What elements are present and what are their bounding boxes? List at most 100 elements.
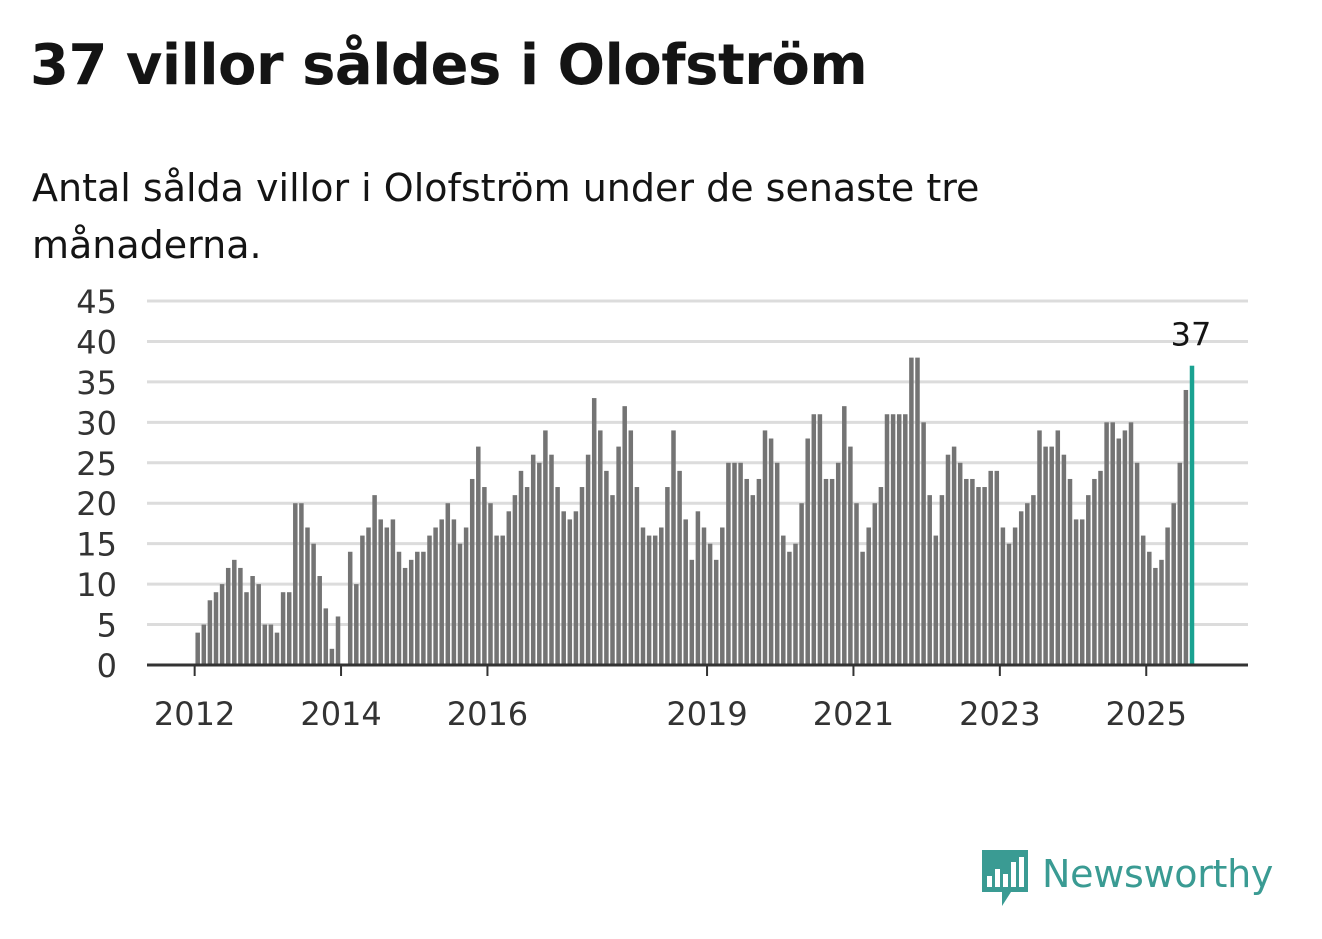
bar: [207, 600, 213, 665]
bar: [1098, 470, 1103, 665]
bar: [768, 438, 774, 665]
bar: [842, 406, 847, 665]
bar: [1159, 559, 1164, 665]
y-tick-label: 15: [76, 526, 117, 564]
x-axis: [147, 663, 1248, 676]
bar: [293, 503, 298, 665]
bar: [774, 462, 780, 665]
bar: [1025, 503, 1030, 665]
bar: [244, 592, 249, 665]
bar: [1067, 478, 1073, 665]
bar: [1061, 454, 1067, 665]
x-axis-tick-labels: 2012 2014 2016 2019 2021 2023 2025: [154, 695, 1187, 733]
bar: [713, 559, 719, 665]
bar: [457, 543, 463, 665]
bar: [945, 454, 951, 665]
bar-highlight: [1189, 365, 1195, 665]
bar: [1122, 430, 1128, 665]
bar: [659, 527, 664, 665]
bars: [195, 357, 1195, 665]
bar: [652, 535, 658, 665]
bar: [360, 535, 365, 665]
bar: [518, 470, 524, 665]
bar: [939, 495, 945, 665]
bar: [402, 567, 408, 665]
bar: [951, 446, 957, 665]
bar: [970, 478, 975, 665]
bar: [1037, 430, 1042, 665]
bar: [610, 495, 615, 665]
bar: [1049, 446, 1054, 665]
bar: [787, 551, 792, 665]
bar: [921, 422, 926, 665]
bar: [793, 543, 798, 665]
bar: [415, 551, 420, 665]
bar: [835, 462, 841, 665]
x-tick-label: 2019: [666, 695, 747, 733]
bar: [671, 430, 676, 665]
bar: [195, 632, 200, 665]
bar: [1177, 462, 1183, 665]
bar: [689, 559, 695, 665]
bar: [1073, 519, 1079, 665]
bar: [982, 487, 987, 665]
bar: [744, 478, 749, 665]
bar: [567, 519, 573, 665]
bar: [927, 495, 932, 665]
bar: [396, 551, 402, 665]
bar: [1165, 527, 1170, 665]
bar: [262, 624, 268, 665]
bar: [311, 543, 316, 665]
bar: [585, 454, 591, 665]
bar: [732, 462, 737, 665]
bar: [549, 454, 554, 665]
chart-title: 37 villor såldes i Olofström: [30, 33, 868, 98]
bar: [1134, 462, 1140, 665]
bar: [573, 511, 579, 665]
bar: [476, 446, 481, 665]
gridlines: [147, 299, 1248, 627]
bar: [537, 462, 542, 665]
bar: [335, 616, 341, 665]
y-tick-label: 35: [76, 364, 117, 402]
bar: [695, 511, 701, 665]
bar: [622, 406, 627, 665]
bar: [646, 535, 652, 665]
bar: [896, 414, 902, 665]
bar: [665, 487, 670, 665]
bar: [829, 478, 835, 665]
bar: [976, 487, 981, 665]
bar: [1000, 527, 1006, 665]
bar: [372, 495, 377, 665]
bar: [579, 487, 585, 665]
bar: [756, 478, 762, 665]
bar: [232, 559, 237, 665]
bar: [640, 527, 646, 665]
bar: [799, 503, 804, 665]
bar: [860, 551, 865, 665]
bar: [463, 527, 469, 665]
bar: [317, 576, 322, 665]
bar: [543, 430, 548, 665]
bar: [1043, 446, 1048, 665]
bar: [274, 632, 280, 665]
bar: [299, 503, 304, 665]
bar: [1116, 438, 1122, 665]
bar: [994, 470, 1000, 665]
bar: [1171, 503, 1176, 665]
bar: [1140, 535, 1146, 665]
bar: [726, 462, 731, 665]
bar: [427, 535, 432, 665]
bar: [250, 576, 255, 665]
bar: [494, 535, 499, 665]
bar: [616, 446, 621, 665]
bar: [1092, 478, 1097, 665]
bar: [915, 357, 920, 665]
bar: [433, 527, 438, 665]
bar: [701, 527, 707, 665]
bar: [884, 414, 890, 665]
bar: [628, 430, 634, 665]
bar: [390, 519, 396, 665]
bar: [781, 535, 786, 665]
bar: [469, 478, 475, 665]
